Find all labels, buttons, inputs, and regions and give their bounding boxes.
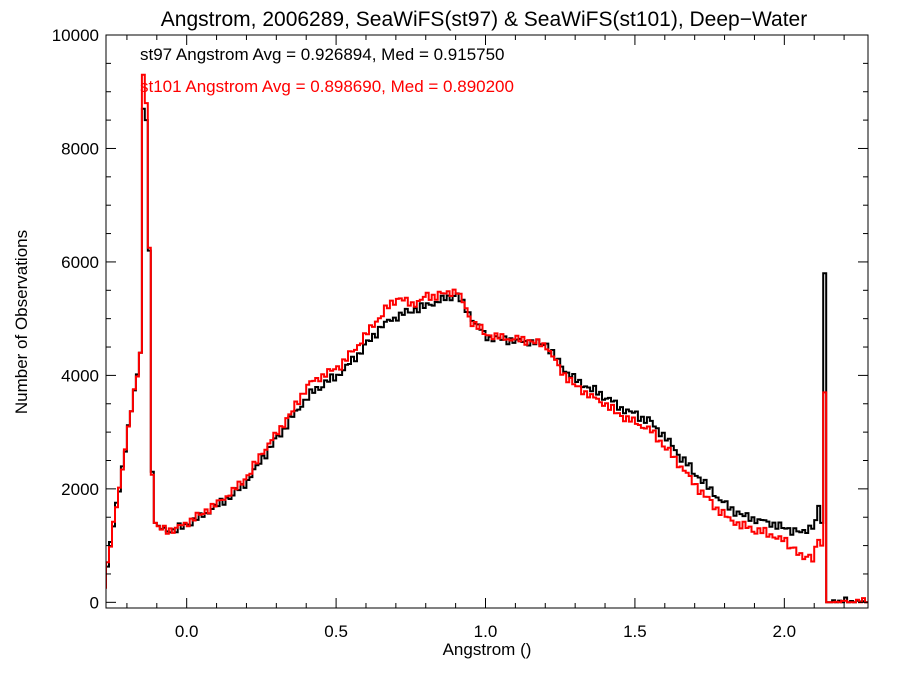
y-tick-label: 8000 — [61, 139, 99, 158]
y-tick-label: 6000 — [61, 253, 99, 272]
x-axis-label: Angstrom () — [443, 640, 532, 659]
x-tick-label: 1.0 — [474, 622, 498, 641]
y-tick-label: 10000 — [52, 26, 99, 45]
series-layer — [106, 73, 868, 604]
chart-title: Angstrom, 2006289, SeaWiFS(st97) & SeaWi… — [161, 8, 807, 31]
x-tick-label: 1.5 — [623, 622, 647, 641]
y-tick-label: 0 — [90, 593, 99, 612]
series-line-1 — [106, 107, 868, 604]
y-tick-label: 2000 — [61, 480, 99, 499]
y-tick-label: 4000 — [61, 366, 99, 385]
plot-frame — [105, 34, 869, 609]
axes-layer: 0.0 0.5 1.0 1.5 2.0 0 2000 4000 6000 8000 10000 — [52, 26, 869, 641]
y-axis-label: Number of Observations — [12, 230, 31, 414]
annotation-2: st101 Angstrom Avg = 0.898690, Med = 0.8… — [140, 77, 514, 96]
x-tick-label: 2.0 — [773, 622, 797, 641]
annotation-layer: st97 Angstrom Avg = 0.926894, Med = 0.91… — [140, 45, 514, 96]
series-line-2 — [106, 73, 868, 604]
annotation-1: st97 Angstrom Avg = 0.926894, Med = 0.91… — [140, 45, 505, 64]
x-tick-label: 0.5 — [324, 622, 348, 641]
x-tick-label: 0.0 — [175, 622, 199, 641]
